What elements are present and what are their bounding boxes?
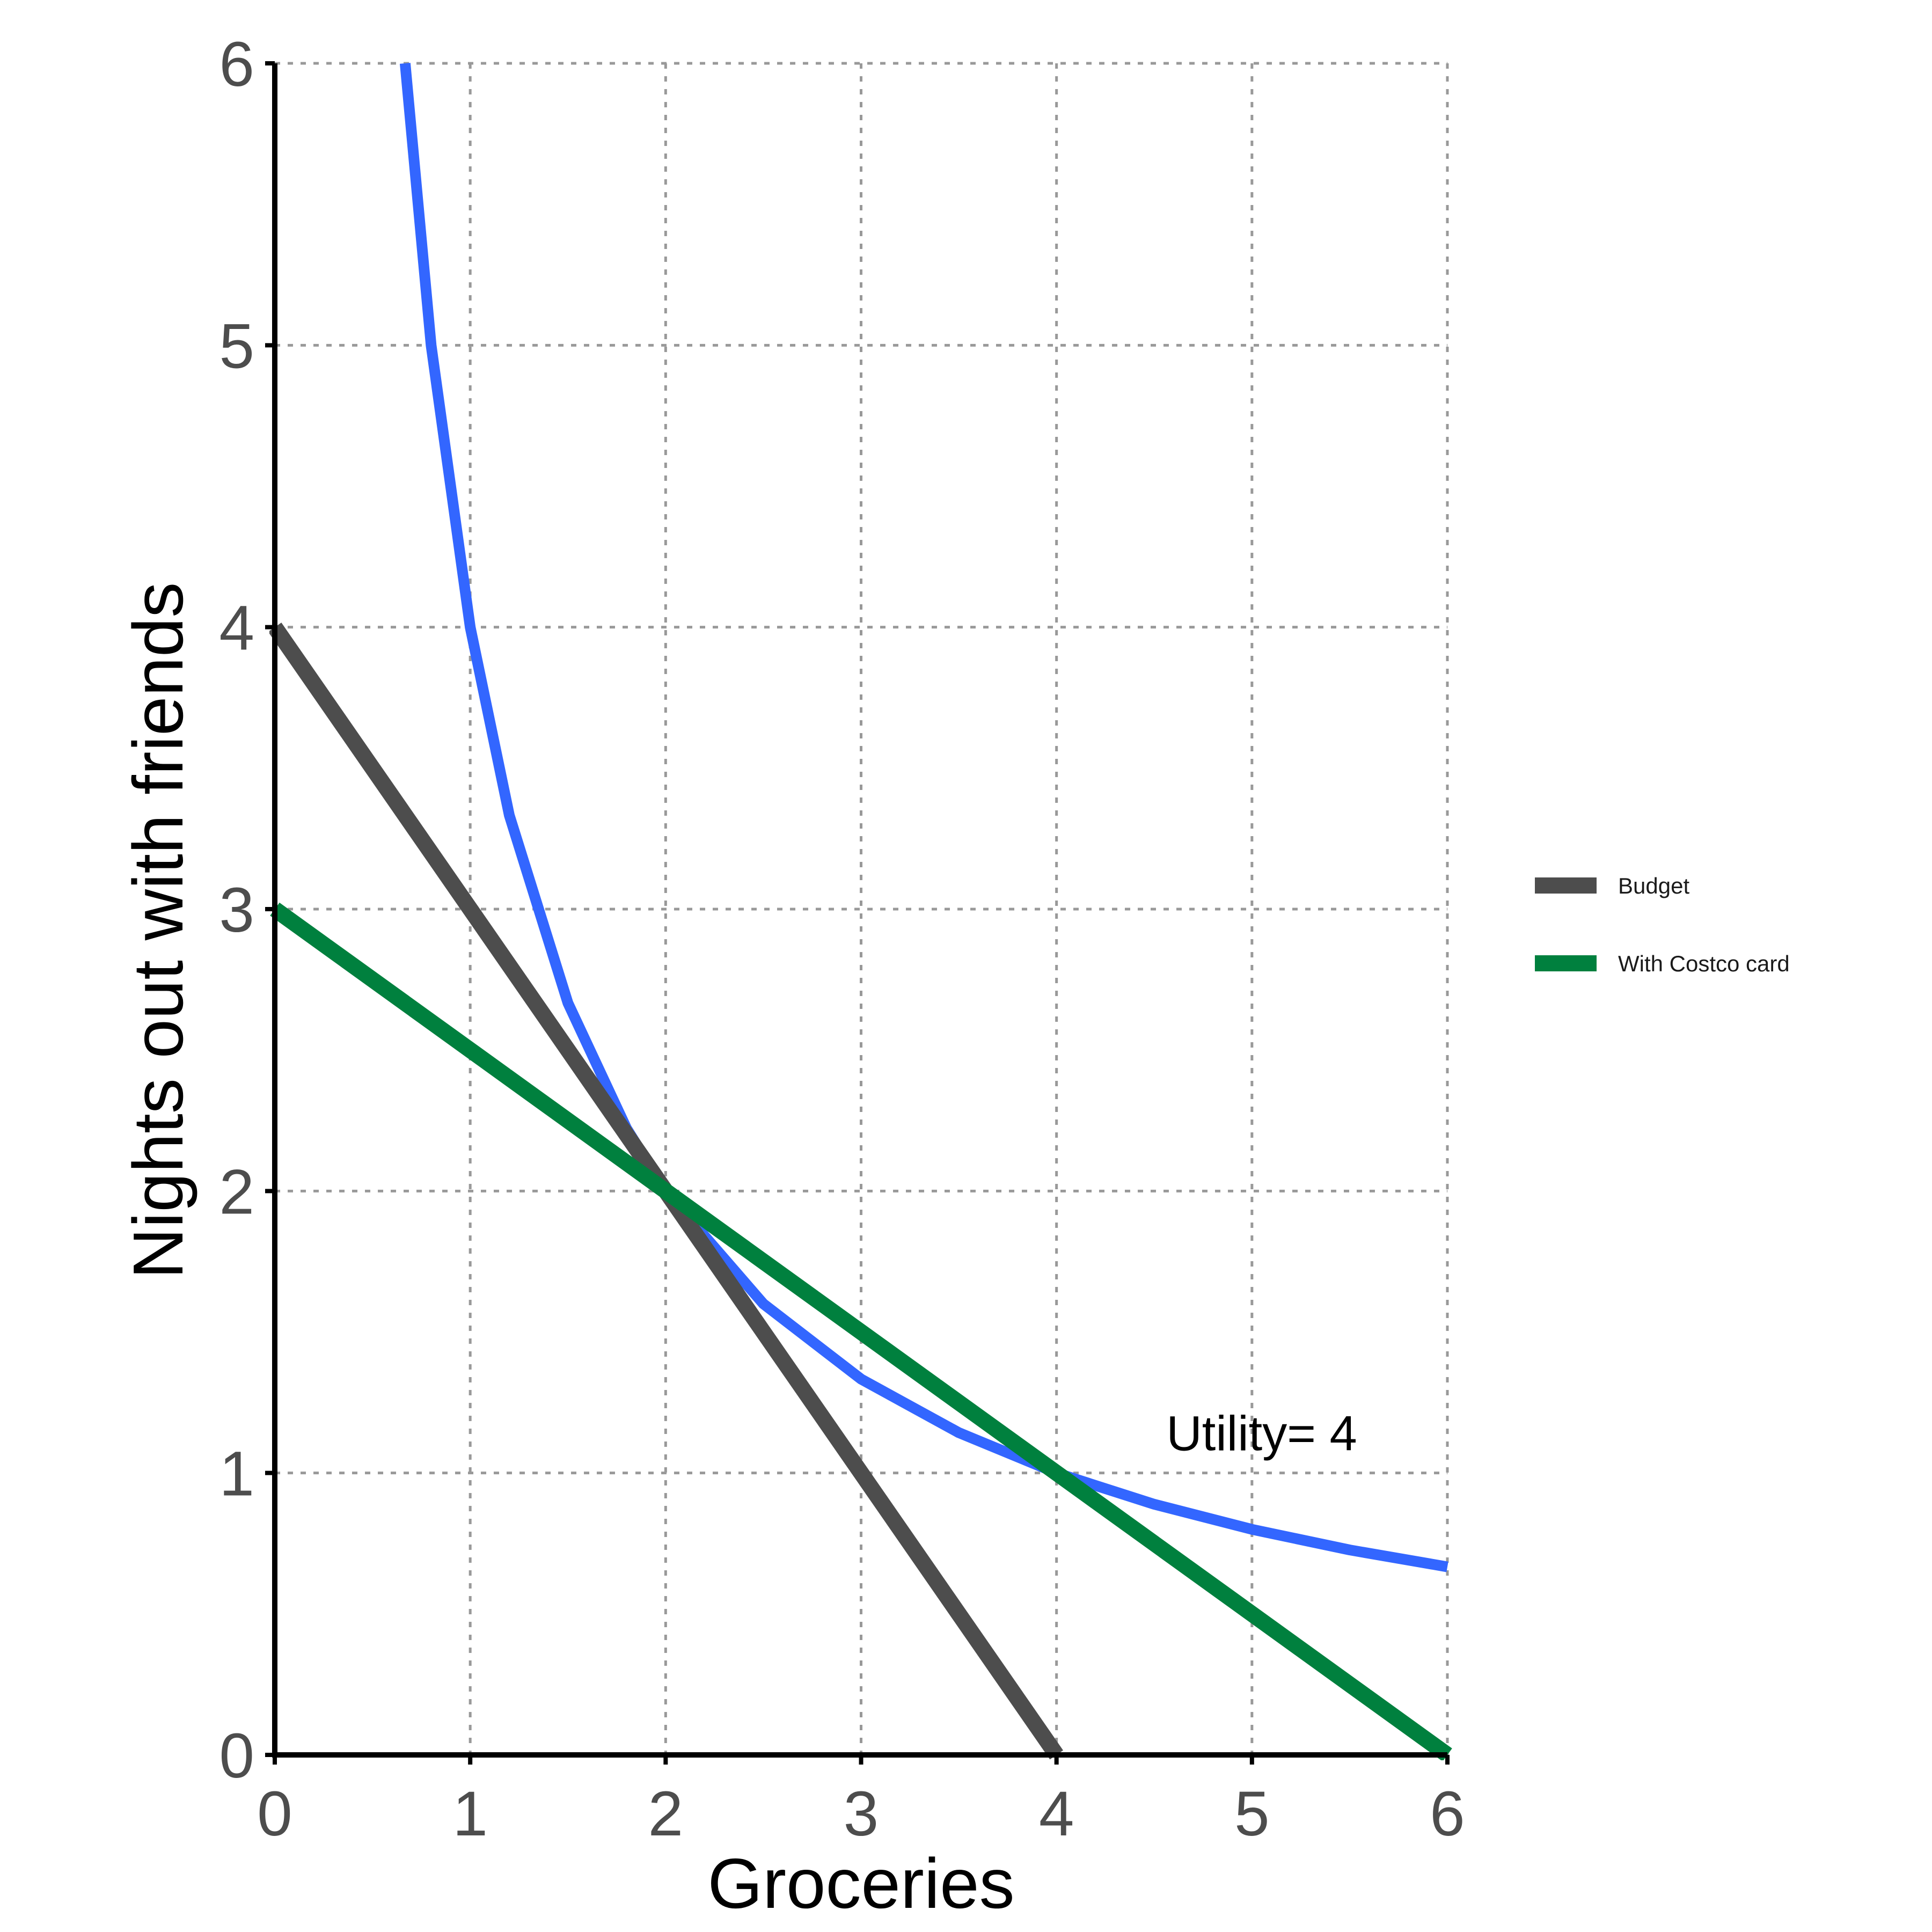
x-tick-label-2: 2 [648, 1779, 684, 1849]
x-tick-label-4: 4 [1039, 1779, 1074, 1849]
legend-label-with-costco-card: With Costco card [1618, 951, 1790, 976]
x-axis-title: Groceries [707, 1844, 1014, 1923]
x-tick-label-0: 0 [257, 1779, 292, 1849]
grid [275, 62, 1449, 1755]
y-tick-label-1: 1 [219, 1439, 254, 1510]
x-tick-label-6: 6 [1430, 1779, 1465, 1849]
y-tick-label-0: 0 [219, 1721, 254, 1791]
series-line-with-costco-card [270, 902, 1452, 1760]
tick-labels: 0 1 2 3 4 5 6 0 1 2 3 4 5 6 [219, 29, 1465, 1849]
series-line-indifference-curve [399, 63, 1448, 1572]
y-tick-label-5: 5 [219, 311, 254, 382]
y-tick-label-6: 6 [219, 29, 254, 100]
x-tick-label-1: 1 [452, 1779, 488, 1849]
y-tick-label-2: 2 [219, 1157, 254, 1227]
legend: Budget With Costco card [1535, 873, 1790, 976]
y-tick-label-3: 3 [219, 875, 254, 946]
axes [265, 61, 1450, 1765]
x-tick-label-5: 5 [1234, 1779, 1270, 1849]
x-tick-label-3: 3 [844, 1779, 879, 1849]
y-tick-label-4: 4 [219, 593, 254, 664]
annotation-utility-label: Utility= 4 [1166, 1407, 1357, 1461]
series-group [269, 63, 1452, 1760]
legend-label-budget: Budget [1618, 873, 1689, 898]
y-axis-title: Nights out with friends [119, 582, 197, 1279]
annotations: Utility= 4 [1166, 1407, 1357, 1461]
